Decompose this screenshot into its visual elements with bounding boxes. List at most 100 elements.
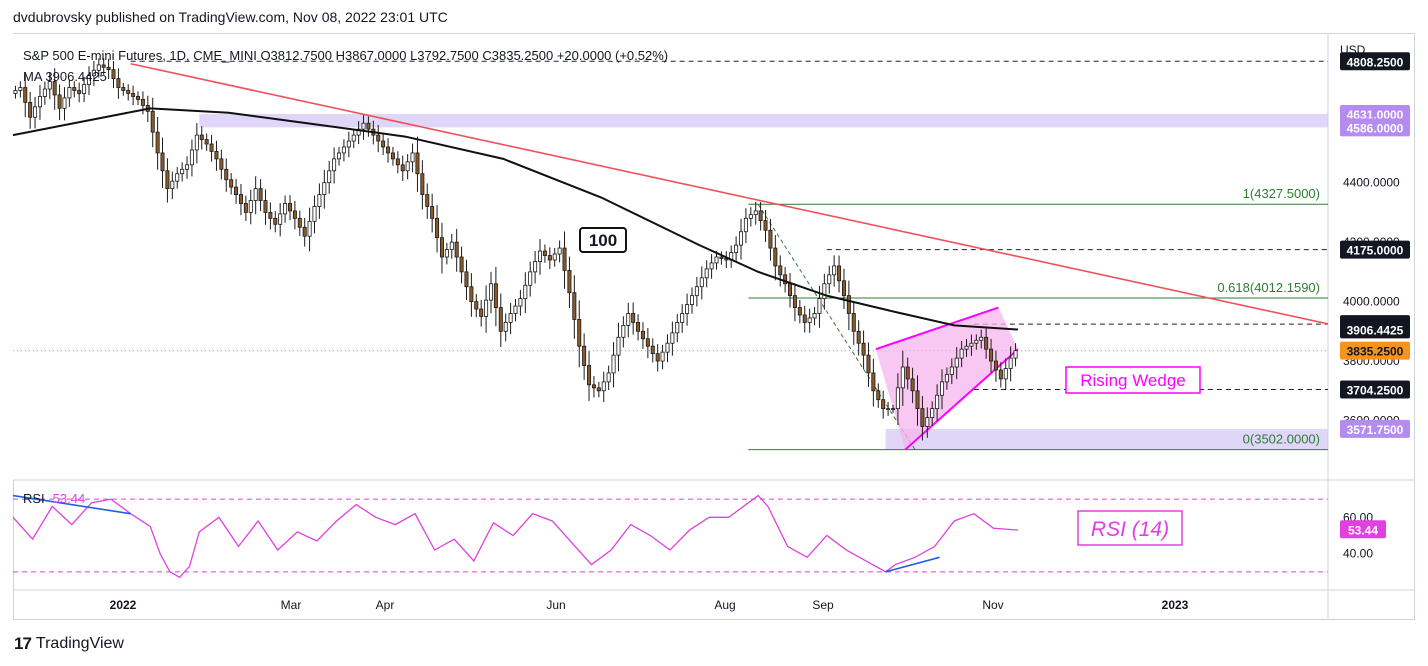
candle-body [1003,368,1008,380]
candle-body [332,158,337,172]
candle-body [567,269,572,294]
wedge-upper-line [875,306,999,351]
candle-body [866,354,871,374]
candle-body [689,295,694,305]
downtrend-line [130,62,1329,325]
candle-body [238,194,243,204]
candle-body [498,307,503,332]
candle-body [989,348,994,362]
candle-body [185,164,190,170]
price-label-text: 3835.2500 [1347,345,1404,359]
candle-body [47,81,52,90]
candle-body [444,249,449,258]
candle-body [420,173,425,195]
candle-body [743,217,748,233]
candle-body [62,97,67,109]
price-label-text: 4175.0000 [1347,244,1404,258]
time-tick: Nov [982,598,1003,612]
tradingview-logo-icon: 17 [14,634,32,653]
candle-body [219,158,224,170]
candle-body [229,179,234,188]
candle-body [660,351,665,362]
price-label-box [1340,320,1410,339]
candle-body [194,134,199,151]
candle-body [577,319,582,347]
candle-body [356,128,361,136]
candle-body [949,366,954,375]
candle-body [940,381,945,396]
candle-body [533,261,538,273]
candle-body [126,90,131,94]
candle-body [523,284,528,300]
wedge-lower-line [904,348,1019,451]
footer: 17 TradingView [14,634,124,654]
candle-body [778,265,783,276]
candle-body [111,69,116,80]
candle-body [72,87,77,91]
candle-body [910,378,915,392]
rsi-value-label: 53.44 [1348,523,1378,537]
candle-body [13,90,18,94]
candle-body [37,96,42,108]
rsi-header-label: RSI [23,491,45,506]
candle-body [979,336,984,341]
candle-body [1013,350,1018,359]
candle-body [317,194,322,207]
fib-level-label: 0.618(4012.1590) [1217,280,1320,295]
candle-body [327,170,332,184]
price-label-text: 3906.4425 [1347,323,1404,337]
candle-body [886,408,891,411]
candle-body [297,217,302,228]
candle-body [410,152,415,163]
candle-body [773,247,778,267]
candle-body [175,173,180,182]
candle-body [464,271,469,288]
candle-body [116,78,121,88]
candle-body [287,203,292,212]
candle-body [783,274,788,285]
candle-body [454,241,459,258]
candle-body [307,220,312,237]
rising-wedge-label: Rising Wedge [1080,371,1186,390]
candle-body [969,342,974,347]
candle-body [596,387,601,392]
candle-body [552,253,557,261]
footer-brand: TradingView [35,635,124,652]
candle-body [699,277,704,288]
time-tick: Sep [812,598,834,612]
price-tick: 4400.0000 [1343,176,1400,190]
ma-period-label: 100 [589,231,617,250]
candle-body [739,231,744,246]
candle-body [890,408,895,411]
candle-body [449,241,454,250]
candle-body [768,229,773,249]
resistance-zone [199,113,1328,128]
symbol-line: S&P 500 E-mini Futures, 1D, CME_MINI O38… [23,48,669,63]
rsi-header-value: 53.44 [52,491,86,506]
candle-body [734,244,739,253]
candle-body [905,366,910,380]
candle-body [170,180,175,190]
candle-body [582,345,587,366]
candle-body [998,369,1003,380]
candle-body [876,390,881,401]
candle-body [459,256,464,273]
candle-body [547,255,552,261]
candle-body [263,200,268,213]
candle-body [28,101,33,118]
candle-body [106,66,111,71]
fib-level-label: 1(4327.5000) [1243,186,1320,201]
candle-body [425,194,430,207]
candle-body [484,299,489,317]
candle-body [538,250,543,262]
candle-body [234,186,239,195]
candle-body [302,226,307,237]
fib-level-label: 0(3502.0000) [1243,432,1320,447]
candle-body [518,298,523,307]
candle-body [900,366,905,389]
candle-body [832,265,837,276]
candle-body [964,345,969,350]
candle-body [180,168,185,175]
candle-body [165,170,170,190]
